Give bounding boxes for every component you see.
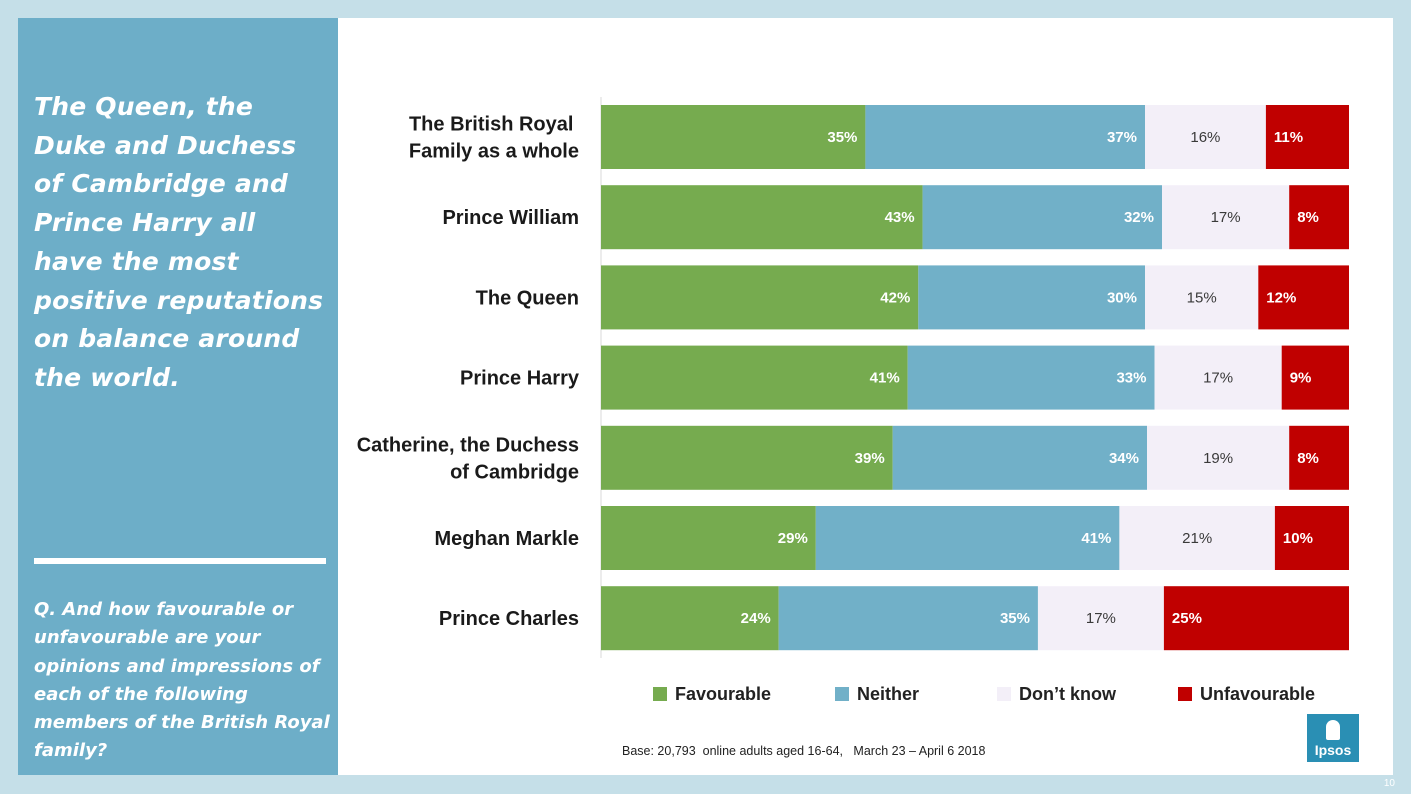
category-label: Prince William	[442, 207, 579, 229]
data-label: 42%	[880, 289, 910, 306]
data-label: 41%	[870, 370, 900, 387]
bar-segment	[815, 506, 1120, 570]
logo-mark-icon	[1326, 720, 1340, 740]
bar-segment	[601, 185, 923, 250]
category-label-line: of Cambridge	[450, 461, 579, 483]
logo-text: Ipsos	[1314, 742, 1352, 758]
category-label: Catherine, the Duchess of Cambridge	[357, 434, 579, 483]
bar-segment	[1162, 185, 1290, 250]
bar-segment	[601, 586, 779, 651]
data-label: 41%	[1081, 530, 1111, 547]
bar-segment	[601, 506, 816, 570]
bar-segment	[907, 345, 1155, 410]
legend-item-unfavourable: Unfavourable	[1178, 683, 1315, 705]
data-label: 34%	[1109, 450, 1139, 467]
bar-segment	[601, 265, 919, 330]
survey-question: Q. And how favourable or unfavourable ar…	[34, 599, 330, 762]
data-label: 15%	[1187, 289, 1217, 306]
bar-segment	[1145, 105, 1266, 169]
legend-label-dont-know: Don’t know	[1019, 683, 1116, 704]
data-label: 24%	[741, 610, 771, 627]
bar-segment	[1274, 506, 1349, 570]
data-label: 29%	[778, 530, 808, 547]
data-label: 11%	[1274, 129, 1303, 146]
bar-segment	[1289, 425, 1349, 490]
bar-segment	[1258, 265, 1349, 330]
legend-label-favourable: Favourable	[675, 683, 772, 704]
legend-label-neither: Neither	[857, 683, 920, 704]
data-label: 33%	[1116, 370, 1146, 387]
legend-label-unfavourable: Unfavourable	[1200, 683, 1316, 704]
category-label: The British Royal Family as a whole	[409, 114, 579, 163]
legend-item-neither: Neither	[835, 683, 919, 705]
bar-segment	[1119, 506, 1275, 570]
data-label: 9%	[1290, 370, 1312, 387]
bar-segment	[1281, 345, 1349, 410]
data-label: 8%	[1297, 450, 1319, 467]
category-label-line: Prince Charles	[439, 608, 579, 630]
category-label-line: Meghan Markle	[435, 528, 579, 550]
data-label: 19%	[1203, 450, 1233, 467]
legend-swatch-unfavourable	[1178, 687, 1192, 701]
data-label: 17%	[1086, 610, 1116, 627]
sidebar-divider	[34, 558, 326, 564]
bar-segment	[601, 345, 908, 410]
bar-segment	[601, 425, 893, 490]
category-label-line: Prince William	[442, 207, 579, 229]
legend-swatch-neither	[835, 687, 849, 701]
ipsos-logo: Ipsos	[1307, 714, 1359, 762]
data-label: 37%	[1107, 129, 1137, 146]
data-label: 35%	[827, 129, 857, 146]
bar-segment	[778, 586, 1038, 651]
bar-segment	[1289, 185, 1349, 250]
category-label: Prince Charles	[439, 608, 579, 630]
category-label: Prince Harry	[460, 368, 580, 390]
data-label: 17%	[1203, 370, 1233, 387]
legend-swatch-dont-know	[997, 687, 1011, 701]
data-label: 39%	[855, 450, 885, 467]
legend-swatch-favourable	[653, 687, 667, 701]
category-label-line: Family as a whole	[409, 141, 579, 163]
category-label-line: The Queen	[476, 287, 579, 309]
data-label: 35%	[1000, 610, 1030, 627]
bar-segment	[865, 105, 1145, 169]
data-label: 16%	[1190, 129, 1220, 146]
data-label: 10%	[1283, 530, 1313, 547]
data-label: 17%	[1211, 209, 1241, 226]
page-number: 10	[1383, 778, 1395, 789]
bar-segment	[1265, 105, 1349, 169]
bar-segment	[892, 425, 1147, 490]
data-label: 8%	[1297, 209, 1319, 226]
data-label: 25%	[1172, 610, 1202, 627]
data-label: 21%	[1182, 530, 1212, 547]
bar-segment	[601, 105, 866, 169]
bar-segment	[922, 185, 1162, 250]
sidebar-panel	[18, 18, 338, 775]
category-label-line: Prince Harry	[460, 368, 580, 390]
legend-item-favourable: Favourable	[653, 683, 771, 705]
legend-item-dont-know: Don’t know	[997, 683, 1116, 705]
data-label: 43%	[885, 209, 915, 226]
bar-segment	[918, 265, 1145, 330]
bar-segment	[1163, 586, 1349, 651]
data-label: 12%	[1266, 289, 1296, 306]
base-note: Base: 20,793 online adults aged 16-64, M…	[622, 744, 986, 758]
category-label-line: The British Royal	[409, 114, 579, 136]
bar-segment	[1038, 586, 1164, 651]
category-label: The Queen	[476, 287, 579, 309]
data-label: 32%	[1124, 209, 1154, 226]
category-label: Meghan Markle	[435, 528, 579, 550]
data-label: 30%	[1107, 289, 1137, 306]
headline: The Queen, the Duke and Duchess of Cambr…	[34, 92, 324, 392]
bar-segment	[1154, 345, 1282, 410]
bar-segment	[1145, 265, 1259, 330]
category-label-line: Catherine, the Duchess	[357, 434, 579, 456]
bar-segment	[1147, 425, 1290, 490]
